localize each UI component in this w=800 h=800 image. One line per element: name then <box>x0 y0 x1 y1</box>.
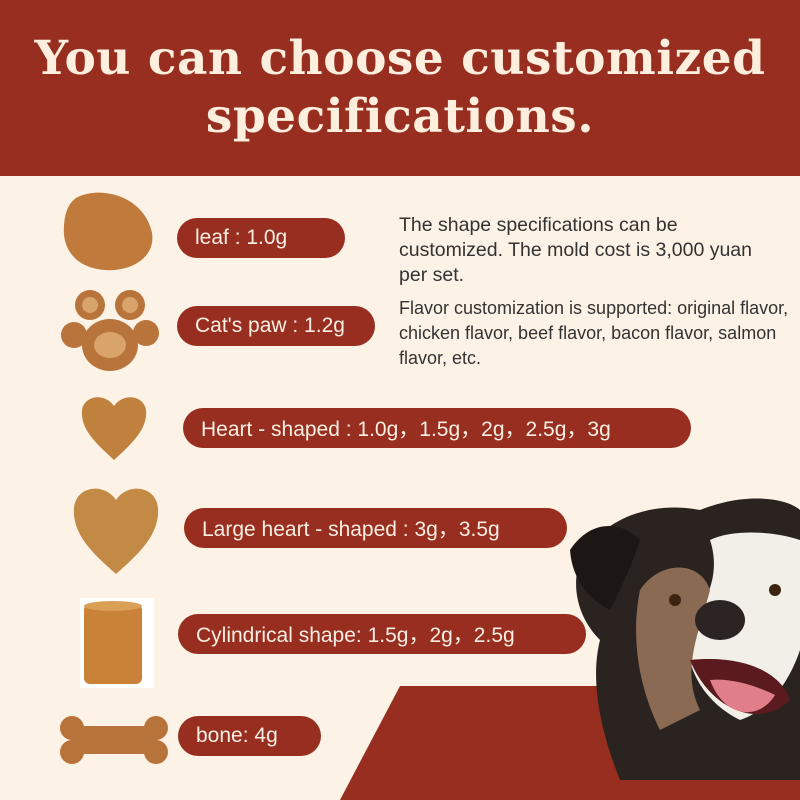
large-heart-treat-image <box>73 488 159 574</box>
heart-treat-image <box>81 397 147 460</box>
spec-pill-cat-paw: Cat's paw : 1.2g <box>177 306 375 346</box>
dog-photo <box>570 498 800 780</box>
bone-treat-image <box>60 716 168 764</box>
spec-pill-bone: bone: 4g <box>178 716 321 756</box>
leaf-treat-image <box>63 192 153 271</box>
spec-pill-large-heart: Large heart - shaped : 3g，3.5g <box>184 508 567 548</box>
cat-paw-treat-image <box>61 290 159 371</box>
page-title: You can choose customized specifications… <box>34 31 766 144</box>
cylinder-treat-image <box>80 598 154 688</box>
spec-pill-cylinder: Cylindrical shape: 1.5g，2g，2.5g <box>178 614 586 654</box>
flavor-description: Flavor customization is supported: origi… <box>399 298 789 368</box>
mold-cost-description: The shape specifications can be customiz… <box>399 214 752 286</box>
spec-pill-leaf: leaf : 1.0g <box>177 218 345 258</box>
header-banner: You can choose customized specifications… <box>0 0 800 176</box>
spec-pill-heart: Heart - shaped : 1.0g，1.5g，2g，2.5g，3g <box>183 408 691 448</box>
